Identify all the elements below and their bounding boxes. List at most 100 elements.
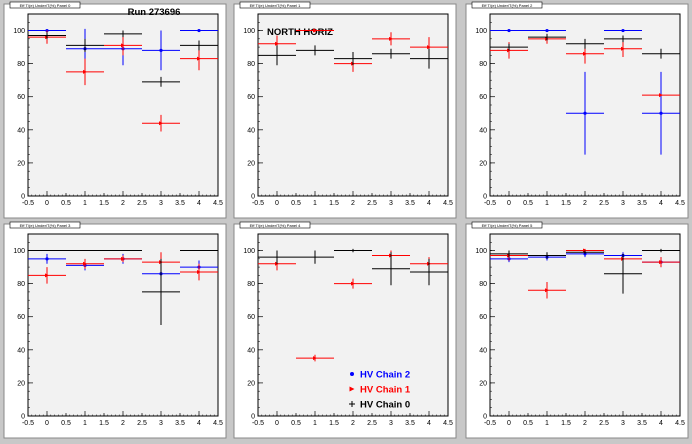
x-tick-label: 2 (351, 420, 355, 427)
x-tick-label: 3.5 (405, 200, 415, 207)
data-point (296, 45, 334, 56)
marker-arrow (659, 93, 663, 98)
x-tick-label: 4.5 (213, 200, 223, 207)
x-tick-label: 4 (197, 420, 201, 427)
data-point (372, 32, 410, 46)
x-tick-label: 1.5 (329, 200, 339, 207)
x-tick-label: 2.5 (367, 420, 377, 427)
x-tick-label: -0.5 (252, 200, 264, 207)
data-point (334, 52, 372, 66)
x-tick-label: 0 (275, 200, 279, 207)
x-tick-label: 2 (583, 200, 587, 207)
panel-title-box: Eff T/(e) Under/T(%) Panel 4 (239, 221, 311, 229)
data-point (642, 48, 680, 59)
y-tick-label: 20 (17, 160, 25, 167)
x-tick-label: 4.5 (213, 420, 223, 427)
title-box-text: Eff T/(e) Under/T(%) Panel 5 (482, 223, 534, 228)
x-tick-label: 1 (313, 200, 317, 207)
legend-label: HV Chain 0 (360, 400, 410, 411)
x-tick-label: -0.5 (22, 200, 34, 207)
x-tick-label: 3.5 (175, 200, 185, 207)
y-tick-label: 100 (243, 28, 255, 35)
data-point (180, 40, 218, 51)
data-point (410, 258, 448, 286)
panel-title-box: Eff T/(e) Under/T(%) Panel 2 (471, 1, 543, 9)
marker-arrow (583, 51, 587, 56)
marker-circle (659, 111, 663, 115)
data-point (528, 252, 566, 259)
panel-title-box: Eff T/(e) Under/T(%) Panel 0 (9, 1, 81, 9)
y-tick-label: 100 (13, 248, 25, 255)
marker-arrow (313, 28, 317, 33)
legend-label: HV Chain 2 (360, 370, 410, 381)
data-point (490, 28, 528, 33)
x-tick-label: 1 (83, 200, 87, 207)
y-tick-label: 80 (247, 61, 255, 68)
x-tick-label: 4 (427, 200, 431, 207)
plot-area (257, 233, 449, 417)
y-tick-label: 80 (17, 281, 25, 288)
marker-circle (621, 28, 625, 33)
data-point (104, 35, 142, 56)
y-tick-label: 0 (21, 194, 25, 201)
data-point (66, 258, 104, 269)
x-tick-label: 0 (275, 420, 279, 427)
y-tick-label: 100 (13, 28, 25, 35)
data-point (410, 48, 448, 69)
y-tick-label: 40 (479, 347, 487, 354)
x-tick-label: 0 (507, 420, 511, 427)
data-point (604, 253, 642, 294)
x-tick-label: 0.5 (291, 200, 301, 207)
marker-arrow (427, 45, 431, 50)
x-tick-label: 1.5 (329, 420, 339, 427)
x-tick-label: 0 (45, 420, 49, 427)
x-tick-label: 3.5 (637, 420, 647, 427)
x-tick-label: 3 (159, 200, 163, 207)
x-tick-label: 2.5 (599, 200, 609, 207)
x-tick-label: 3.5 (405, 420, 415, 427)
legend-label: HV Chain 1 (360, 385, 411, 396)
x-tick-label: 3 (389, 420, 393, 427)
marker-arrow (45, 273, 49, 278)
data-point (566, 38, 604, 49)
data-point (28, 32, 66, 39)
x-tick-label: 2 (121, 200, 125, 207)
panel-2: Eff T/(e) Under/T(%) Panel 2-0.5 0 0.5 1 1.5… (465, 1, 689, 219)
x-tick-label: 2 (583, 420, 587, 427)
x-tick-label: 4 (659, 420, 663, 427)
data-point (490, 250, 528, 258)
x-tick-label: 1 (83, 420, 87, 427)
data-point (142, 114, 180, 132)
marker-arrow (275, 41, 279, 46)
data-point (334, 248, 372, 253)
x-tick-label: 0 (507, 200, 511, 207)
panel-annotation: NORTH HORIZ (267, 27, 333, 38)
data-point (528, 281, 566, 299)
marker-arrow (659, 260, 663, 265)
data-point (180, 47, 218, 71)
y-tick-label: 0 (251, 414, 255, 421)
x-tick-label: 3 (389, 200, 393, 207)
marker-arrow (621, 46, 625, 51)
x-tick-label: 1 (545, 420, 549, 427)
marker-circle (507, 28, 511, 33)
data-point (142, 76, 180, 87)
data-point (104, 255, 142, 263)
y-tick-label: 100 (475, 248, 487, 255)
marker-arrow (313, 356, 317, 361)
x-tick-label: 1.5 (99, 200, 109, 207)
y-tick-label: 0 (251, 194, 255, 201)
x-tick-label: 2.5 (137, 200, 147, 207)
title-box-text: Eff T/(e) Under/T(%) Panel 4 (250, 223, 302, 228)
x-tick-label: -0.5 (252, 420, 264, 427)
x-tick-label: 2.5 (599, 420, 609, 427)
x-tick-label: 0.5 (291, 420, 301, 427)
panel-3: Eff T/(e) Under/T(%) Panel 3-0.5 0 0.5 1 1.5… (3, 221, 227, 439)
marker-circle (545, 28, 549, 33)
y-tick-label: 80 (479, 61, 487, 68)
x-tick-label: 4 (427, 420, 431, 427)
legend-marker-arrow (349, 386, 355, 392)
plot-area (489, 233, 681, 417)
data-point (604, 35, 642, 43)
